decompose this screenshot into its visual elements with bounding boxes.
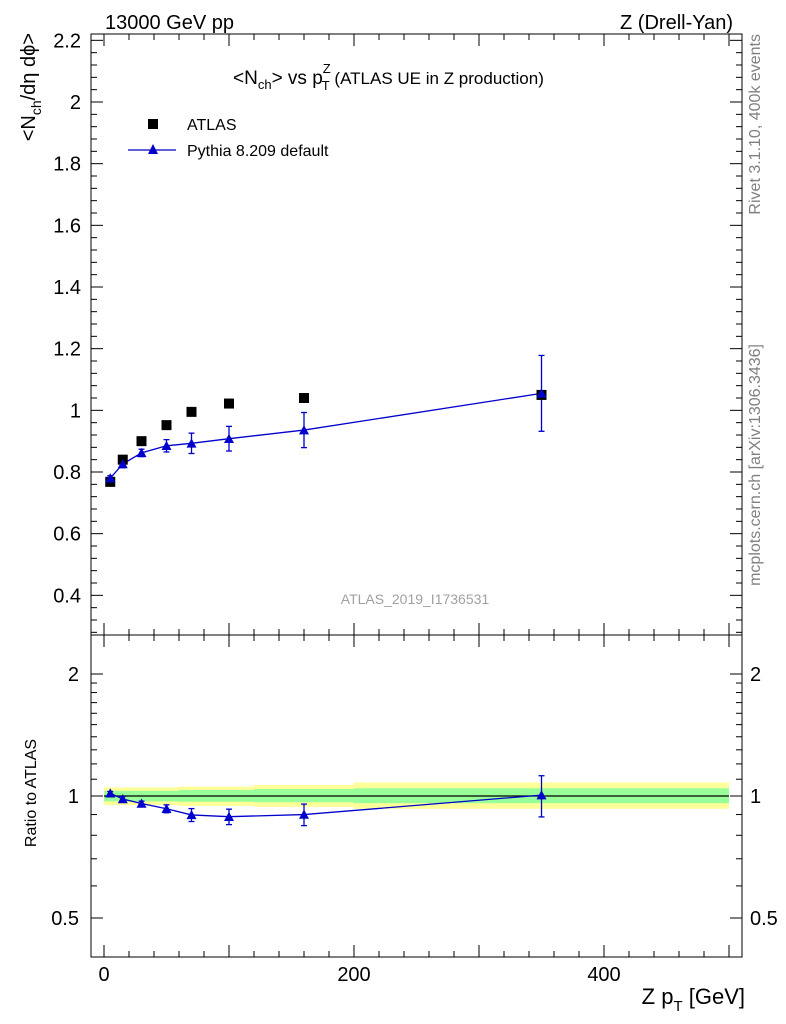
pythia-data-point <box>299 425 309 435</box>
header-right-label: Z (Drell-Yan) <box>620 12 733 34</box>
title-p-sup: Z <box>323 61 331 76</box>
ratio-y-tick-label: 2 <box>68 664 79 686</box>
x-tick-label: 0 <box>98 964 109 986</box>
main-axis-ticks: 0.4 0.6 0.8 1 1.2 1.4 1.6 1.8 2 2.2 <box>53 30 742 635</box>
ylabel-b: /dη dϕ> <box>18 33 40 100</box>
ratio-pythia-point <box>186 809 197 820</box>
pythia-data-point <box>136 447 147 458</box>
y-tick-label: 1.2 <box>53 339 81 361</box>
y-tick-label: 0.4 <box>53 585 81 607</box>
header-left-label: 13000 GeV pp <box>105 12 234 34</box>
title-p-sub: T <box>322 78 330 93</box>
pythia-data-point <box>536 388 547 398</box>
legend: ATLAS Pythia 8.209 default <box>128 117 329 160</box>
ylabel-a-sub: ch <box>28 100 44 115</box>
y-tick-label: 1.6 <box>53 215 81 237</box>
pythia-data-point <box>186 438 197 448</box>
x-tick-label: 200 <box>337 964 370 986</box>
atlas-data-point <box>186 406 197 417</box>
pythia-line <box>109 392 542 479</box>
ratio-pythia-point <box>299 809 309 819</box>
x-axis-label: Z pT [GeV] <box>642 984 745 1015</box>
title-middle: > vs p <box>272 68 323 89</box>
ylabel-a: <N <box>18 115 40 141</box>
pythia-data-point <box>117 458 128 469</box>
mcplots-label: mcplots.cern.ch [arXiv:1306.3436] <box>747 344 764 586</box>
xlabel-a-sub: T <box>673 998 682 1015</box>
atlas-data-point <box>224 398 234 409</box>
y-tick-label: 1.4 <box>53 277 81 299</box>
ratio-pythia-point <box>161 803 172 814</box>
y-tick-label: 0.6 <box>53 524 81 546</box>
rivet-version-label: Rivet 3.1.10, 400k events <box>747 34 764 215</box>
y-tick-label: 1.8 <box>53 154 81 176</box>
pythia-data-point <box>224 433 234 443</box>
ratio-y-tick-label-right: 0.5 <box>750 908 778 930</box>
title-prefix-sub: ch <box>258 77 272 92</box>
plot-title: <Nch> vs pZ T (ATLAS UE in Z production) <box>233 61 544 93</box>
analysis-watermark: ATLAS_2019_I1736531 <box>341 591 490 607</box>
legend-atlas-label: ATLAS <box>187 117 237 134</box>
ratio-pythia-point <box>136 798 147 808</box>
legend-pythia-label: Pythia 8.209 default <box>187 143 329 160</box>
xlabel-b: [GeV] <box>683 984 745 1009</box>
ratio-y-tick-label: 0.5 <box>51 908 79 930</box>
main-y-axis-label: <Nch/dη dϕ> <box>18 33 44 141</box>
ratio-y-tick-label-right: 2 <box>750 664 761 686</box>
legend-pythia-marker <box>148 144 158 154</box>
atlas-data-point <box>161 420 172 431</box>
ratio-pythia-line <box>109 792 542 818</box>
title-suffix: (ATLAS UE in Z production) <box>330 69 544 88</box>
ratio-pythia-point <box>117 794 128 804</box>
xlabel-a: Z p <box>642 984 674 1009</box>
legend-atlas-marker <box>148 119 158 129</box>
pythia-data-point <box>105 473 116 483</box>
atlas-data-point <box>136 436 147 447</box>
ratio-y-tick-label-right: 1 <box>750 786 761 808</box>
y-tick-label: 0.8 <box>53 462 81 484</box>
ratio-pythia-point <box>536 790 547 800</box>
ratio-pythia-point <box>105 788 116 798</box>
ratio-plot-marks <box>105 775 547 827</box>
pythia-data-point <box>161 440 172 451</box>
atlas-data-point <box>299 393 309 403</box>
ratio-plot-frame <box>90 634 743 958</box>
ratio-pythia-point <box>224 811 234 821</box>
y-tick-label: 2 <box>70 92 81 114</box>
ratio-axis-ticks: 0 200 400 0.5 0.5 1 1 2 2 <box>51 635 778 986</box>
x-tick-label: 400 <box>587 964 620 986</box>
y-tick-label: 1 <box>70 400 81 422</box>
ratio-y-axis-label: Ratio to ATLAS <box>23 739 40 847</box>
ratio-y-tick-label: 1 <box>68 786 79 808</box>
main-plot-marks <box>105 354 547 487</box>
title-prefix: <N <box>233 68 258 89</box>
y-tick-label: 2.2 <box>53 30 81 52</box>
